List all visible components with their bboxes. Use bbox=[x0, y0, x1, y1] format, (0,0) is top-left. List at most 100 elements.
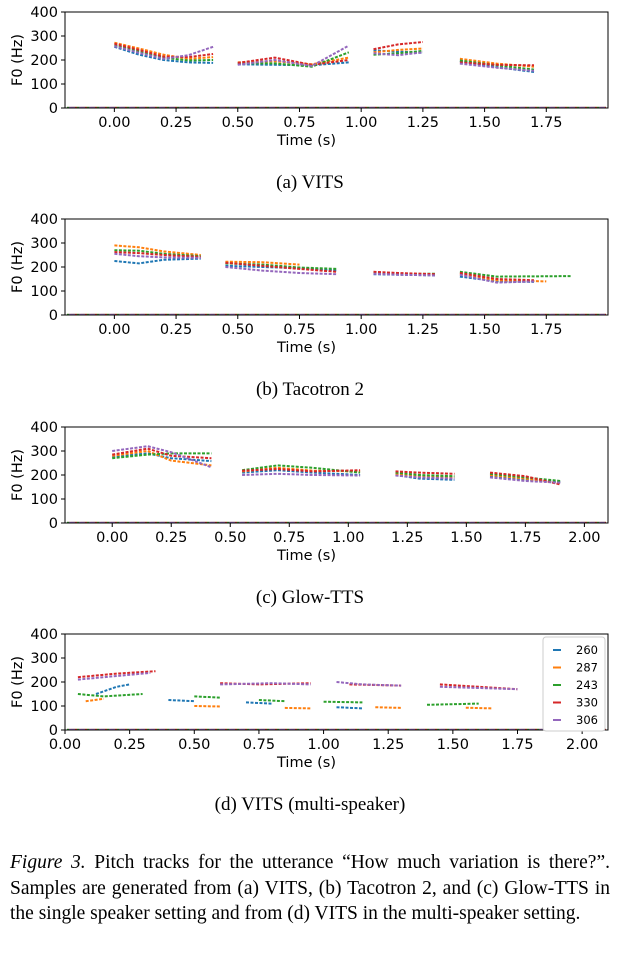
pitch-track bbox=[77, 670, 156, 679]
pitch-track bbox=[194, 695, 221, 699]
pitch-track bbox=[242, 467, 361, 473]
pitch-track bbox=[112, 449, 212, 467]
plot-frame bbox=[64, 426, 609, 524]
pitch-track bbox=[114, 42, 214, 59]
pitch-track bbox=[114, 41, 214, 60]
pitch-track bbox=[77, 671, 151, 681]
y-tick-label: 300 bbox=[30, 651, 58, 667]
pitch-track bbox=[395, 471, 455, 478]
pitch-track bbox=[194, 705, 221, 708]
subcaption-d: (d) VITS (multi-speaker) bbox=[214, 794, 406, 815]
y-axis-label: F0 (Hz) bbox=[10, 34, 26, 86]
y-axis-label: F0 (Hz) bbox=[10, 656, 26, 708]
pitch-track bbox=[225, 261, 337, 273]
pitch-track bbox=[112, 452, 212, 460]
y-tick-label: 400 bbox=[30, 5, 58, 21]
pitch-track bbox=[284, 706, 311, 710]
x-tick-label: 0.25 bbox=[113, 737, 145, 753]
x-tick-label: 1.75 bbox=[501, 737, 533, 753]
y-tick-label: 400 bbox=[30, 212, 58, 228]
pitch-track bbox=[373, 270, 436, 276]
subcaption-b: (b) Tacotron 2 bbox=[255, 379, 365, 400]
pitch-track bbox=[489, 476, 561, 484]
x-axis-label: Time (s) bbox=[276, 133, 336, 149]
legend-label: 243 bbox=[576, 678, 598, 692]
y-axis-label: F0 (Hz) bbox=[10, 241, 26, 293]
y-tick-label: 400 bbox=[30, 627, 58, 643]
x-tick-label: 1.00 bbox=[332, 530, 364, 546]
x-axis-label: Time (s) bbox=[276, 755, 336, 771]
x-axis-label: Time (s) bbox=[276, 548, 336, 564]
pitch-track bbox=[237, 56, 349, 66]
y-tick-label: 0 bbox=[49, 723, 58, 739]
x-tick-label: 1.25 bbox=[407, 115, 439, 131]
pitch-track bbox=[85, 697, 104, 703]
pitch-track bbox=[459, 272, 535, 282]
x-tick-label: 1.25 bbox=[391, 530, 423, 546]
pitch-track bbox=[426, 702, 479, 706]
pitch-track bbox=[373, 41, 423, 51]
y-tick-label: 300 bbox=[30, 444, 58, 460]
y-tick-label: 200 bbox=[30, 53, 58, 69]
pitch-track bbox=[258, 699, 285, 703]
x-tick-label: 1.75 bbox=[509, 530, 541, 546]
x-tick-label: 0.50 bbox=[178, 737, 210, 753]
y-tick-label: 200 bbox=[30, 468, 58, 484]
y-tick-label: 200 bbox=[30, 260, 58, 276]
x-tick-label: 1.50 bbox=[437, 737, 469, 753]
chart-svg: 0.00 0.25 0.50 0.75 1.00 1.25 1.50 1.75 2.00 0 100… bbox=[10, 420, 609, 564]
y-tick-label: 200 bbox=[30, 675, 58, 691]
legend-box bbox=[542, 636, 606, 732]
pitch-track bbox=[459, 275, 535, 283]
pitch-track bbox=[336, 706, 363, 710]
pitch-track bbox=[459, 273, 535, 284]
chart-vits-multi-speaker: 0.00 0.25 0.50 0.75 1.00 1.25 1.50 1.75 2.00 0 100… bbox=[0, 622, 620, 777]
pitch-track bbox=[114, 45, 214, 60]
pitch-track bbox=[395, 474, 455, 481]
pitch-track bbox=[373, 49, 423, 56]
x-tick-label: 1.75 bbox=[530, 115, 562, 131]
y-tick-label: 100 bbox=[30, 77, 58, 93]
x-tick-label: 0.75 bbox=[283, 115, 315, 131]
pitch-track bbox=[114, 252, 201, 259]
x-tick-label: 1.00 bbox=[307, 737, 339, 753]
x-tick-label: 0.00 bbox=[98, 115, 130, 131]
pitch-track bbox=[112, 452, 212, 463]
x-tick-label: 0.00 bbox=[96, 530, 128, 546]
y-tick-label: 400 bbox=[30, 420, 58, 436]
x-tick-label: 0.25 bbox=[155, 530, 187, 546]
x-tick-label: 0.75 bbox=[243, 737, 275, 753]
x-tick-label: 1.25 bbox=[372, 737, 404, 753]
pitch-track bbox=[373, 272, 436, 277]
x-tick-label: 1.50 bbox=[450, 530, 482, 546]
x-tick-label: 0.25 bbox=[160, 115, 192, 131]
pitch-track bbox=[225, 260, 300, 266]
pitch-track bbox=[114, 244, 201, 256]
x-tick-label: 1.50 bbox=[468, 322, 500, 338]
pitch-track bbox=[395, 470, 455, 475]
x-tick-label: 0.75 bbox=[283, 322, 315, 338]
pitch-track bbox=[114, 45, 214, 64]
y-tick-label: 0 bbox=[49, 101, 58, 117]
x-tick-label: 0.25 bbox=[160, 322, 192, 338]
figure-label: Figure 3. bbox=[10, 852, 86, 873]
pitch-track bbox=[459, 62, 535, 72]
legend-label: 306 bbox=[576, 713, 598, 727]
pitch-track bbox=[168, 699, 195, 703]
y-tick-label: 100 bbox=[30, 284, 58, 300]
y-tick-label: 300 bbox=[30, 236, 58, 252]
pitch-track bbox=[225, 266, 337, 276]
y-tick-label: 0 bbox=[49, 308, 58, 324]
chart-vits: 0.00 0.25 0.50 0.75 1.00 1.25 1.50 1.75 0 100 200 3… bbox=[0, 0, 620, 155]
x-axis-label: Time (s) bbox=[276, 340, 336, 356]
pitch-track bbox=[373, 51, 424, 57]
x-tick-label: 1.50 bbox=[468, 115, 500, 131]
legend-label: 330 bbox=[576, 696, 598, 710]
figure-caption: Figure 3. Pitch tracks for the utterance… bbox=[10, 850, 610, 927]
x-tick-label: 1.00 bbox=[345, 115, 377, 131]
pitch-track bbox=[237, 51, 350, 68]
legend-label: 287 bbox=[576, 661, 598, 675]
x-tick-label: 0.00 bbox=[49, 737, 81, 753]
x-tick-label: 1.00 bbox=[345, 322, 377, 338]
pitch-track bbox=[439, 685, 518, 691]
